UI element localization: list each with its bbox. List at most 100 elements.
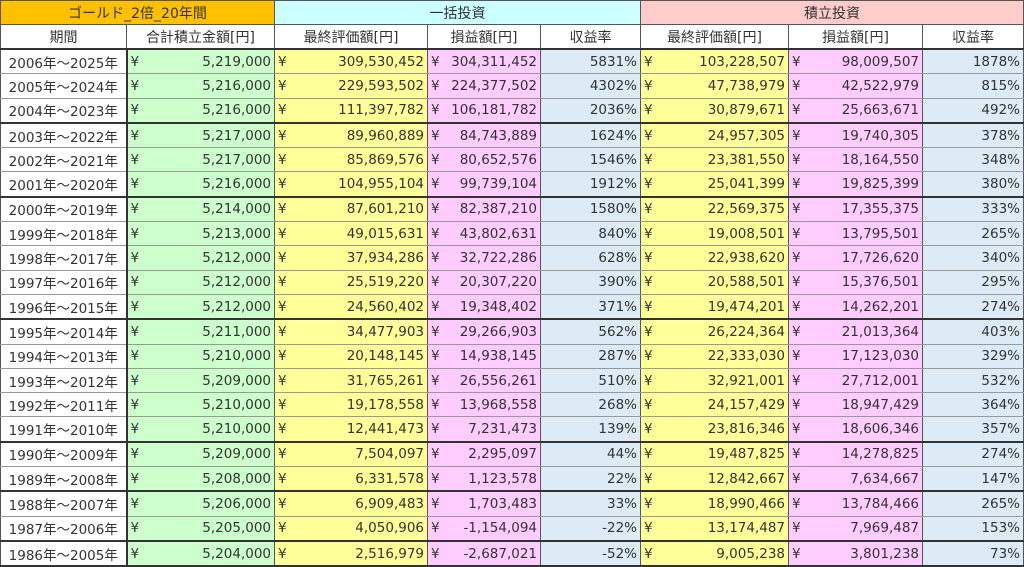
cell-dca-profit[interactable]: ¥18,164,550 — [788, 147, 924, 173]
cell-lump-final[interactable]: ¥85,869,576 — [274, 147, 429, 173]
cell-lump-final[interactable]: ¥2,516,979 — [274, 540, 429, 567]
cell-lump-rate[interactable]: 33% — [540, 490, 642, 517]
cell-lump-profit[interactable]: ¥29,266,903 — [427, 318, 542, 345]
cell-lump-rate[interactable]: 287% — [540, 343, 642, 369]
cell-dca-rate[interactable]: 348% — [922, 147, 1024, 173]
cell-total[interactable]: ¥5,210,000 — [125, 392, 276, 418]
cell-dca-final[interactable]: ¥19,008,501 — [640, 221, 790, 247]
cell-lump-profit[interactable]: ¥ -1,154,094 — [427, 515, 542, 542]
cell-period[interactable]: 1997年～2016年 — [0, 269, 128, 295]
cell-dca-profit[interactable]: ¥17,355,375 — [788, 196, 924, 223]
cell-dca-profit[interactable]: ¥21,013,364 — [788, 318, 924, 345]
cell-dca-final[interactable]: ¥24,157,429 — [640, 392, 790, 418]
cell-lump-profit[interactable]: ¥19,348,402 — [427, 293, 542, 321]
cell-lump-final[interactable]: ¥4,050,906 — [274, 515, 429, 542]
cell-period[interactable]: 1999年～2018年 — [0, 221, 128, 247]
cell-dca-final[interactable]: ¥18,990,466 — [640, 490, 790, 517]
cell-total[interactable]: ¥5,206,000 — [125, 490, 276, 517]
cell-dca-rate[interactable]: 340% — [922, 245, 1024, 271]
cell-total[interactable]: ¥5,216,000 — [125, 97, 276, 124]
cell-total[interactable]: ¥5,209,000 — [125, 367, 276, 394]
cell-dca-rate[interactable]: 274% — [922, 441, 1024, 468]
cell-lump-profit[interactable]: ¥2,295,097 — [427, 441, 542, 468]
cell-period[interactable]: 2000年～2019年 — [0, 196, 128, 223]
cell-lump-profit[interactable]: ¥80,652,576 — [427, 147, 542, 173]
cell-lump-profit[interactable]: ¥106,181,782 — [427, 97, 542, 124]
cell-total[interactable]: ¥5,208,000 — [125, 466, 276, 493]
cell-lump-final[interactable]: ¥49,015,631 — [274, 221, 429, 247]
cell-lump-rate[interactable]: 22% — [540, 466, 642, 493]
cell-dca-profit[interactable]: ¥19,740,305 — [788, 122, 924, 149]
cell-dca-profit[interactable]: ¥25,663,671 — [788, 97, 924, 124]
cell-dca-rate[interactable]: 73% — [922, 540, 1024, 567]
cell-dca-final[interactable]: ¥12,842,667 — [640, 466, 790, 493]
cell-total[interactable]: ¥5,204,000 — [125, 540, 276, 567]
cell-dca-final[interactable]: ¥13,174,487 — [640, 515, 790, 542]
cell-dca-rate[interactable]: 403% — [922, 318, 1024, 345]
cell-dca-final[interactable]: ¥30,879,671 — [640, 97, 790, 124]
cell-dca-profit[interactable]: ¥14,262,201 — [788, 293, 924, 321]
cell-dca-final[interactable]: ¥23,381,550 — [640, 147, 790, 173]
cell-period[interactable]: 1987年～2006年 — [0, 515, 128, 542]
cell-lump-rate[interactable]: 1580% — [540, 196, 642, 223]
cell-total[interactable]: ¥5,212,000 — [125, 245, 276, 271]
cell-lump-profit[interactable]: ¥20,307,220 — [427, 269, 542, 295]
cell-total[interactable]: ¥5,212,000 — [125, 293, 276, 321]
cell-dca-final[interactable]: ¥103,228,507 — [640, 48, 790, 75]
cell-dca-rate[interactable]: 265% — [922, 490, 1024, 517]
cell-total[interactable]: ¥5,217,000 — [125, 147, 276, 173]
cell-dca-rate[interactable]: 357% — [922, 416, 1024, 443]
cell-lump-final[interactable]: ¥31,765,261 — [274, 367, 429, 394]
cell-dca-final[interactable]: ¥47,738,979 — [640, 73, 790, 99]
cell-lump-rate[interactable]: 4302% — [540, 73, 642, 99]
cell-dca-final[interactable]: ¥23,816,346 — [640, 416, 790, 443]
cell-lump-profit[interactable]: ¥1,703,483 — [427, 490, 542, 517]
cell-lump-profit[interactable]: ¥304,311,452 — [427, 48, 542, 75]
cell-dca-final[interactable]: ¥22,938,620 — [640, 245, 790, 271]
cell-dca-rate[interactable]: 1878% — [922, 48, 1024, 75]
cell-dca-final[interactable]: ¥26,224,364 — [640, 318, 790, 345]
cell-total[interactable]: ¥5,214,000 — [125, 196, 276, 223]
cell-dca-rate[interactable]: 815% — [922, 73, 1024, 99]
cell-lump-profit[interactable]: ¥84,743,889 — [427, 122, 542, 149]
cell-lump-rate[interactable]: 390% — [540, 269, 642, 295]
cell-period[interactable]: 2004年～2023年 — [0, 97, 128, 124]
cell-lump-rate[interactable]: 510% — [540, 367, 642, 394]
cell-lump-rate[interactable]: 628% — [540, 245, 642, 271]
cell-lump-final[interactable]: ¥20,148,145 — [274, 343, 429, 369]
cell-lump-rate[interactable]: -52% — [540, 540, 642, 567]
cell-period[interactable]: 1989年～2008年 — [0, 466, 128, 493]
cell-dca-profit[interactable]: ¥15,376,501 — [788, 269, 924, 295]
cell-dca-final[interactable]: ¥32,921,001 — [640, 367, 790, 394]
cell-lump-rate[interactable]: 44% — [540, 441, 642, 468]
cell-lump-final[interactable]: ¥229,593,502 — [274, 73, 429, 99]
cell-dca-rate[interactable]: 329% — [922, 343, 1024, 369]
cell-period[interactable]: 1990年～2009年 — [0, 441, 128, 468]
cell-total[interactable]: ¥5,210,000 — [125, 343, 276, 369]
cell-dca-rate[interactable]: 295% — [922, 269, 1024, 295]
cell-dca-final[interactable]: ¥24,957,305 — [640, 122, 790, 149]
cell-period[interactable]: 2005年～2024年 — [0, 73, 128, 99]
cell-lump-rate[interactable]: 1546% — [540, 147, 642, 173]
cell-total[interactable]: ¥5,216,000 — [125, 73, 276, 99]
cell-dca-rate[interactable]: 274% — [922, 293, 1024, 321]
cell-lump-final[interactable]: ¥6,909,483 — [274, 490, 429, 517]
cell-lump-final[interactable]: ¥19,178,558 — [274, 392, 429, 418]
cell-lump-rate[interactable]: 840% — [540, 221, 642, 247]
cell-dca-rate[interactable]: 378% — [922, 122, 1024, 149]
cell-period[interactable]: 1988年～2007年 — [0, 490, 128, 517]
cell-dca-rate[interactable]: 265% — [922, 221, 1024, 247]
cell-dca-rate[interactable]: 532% — [922, 367, 1024, 394]
cell-lump-profit[interactable]: ¥14,938,145 — [427, 343, 542, 369]
cell-dca-profit[interactable]: ¥7,969,487 — [788, 515, 924, 542]
cell-lump-profit[interactable]: ¥13,968,558 — [427, 392, 542, 418]
cell-lump-final[interactable]: ¥37,934,286 — [274, 245, 429, 271]
cell-dca-profit[interactable]: ¥13,795,501 — [788, 221, 924, 247]
cell-lump-profit[interactable]: ¥224,377,502 — [427, 73, 542, 99]
cell-dca-final[interactable]: ¥19,474,201 — [640, 293, 790, 321]
cell-lump-final[interactable]: ¥309,530,452 — [274, 48, 429, 75]
cell-total[interactable]: ¥5,212,000 — [125, 269, 276, 295]
cell-dca-final[interactable]: ¥22,569,375 — [640, 196, 790, 223]
cell-dca-profit[interactable]: ¥14,278,825 — [788, 441, 924, 468]
cell-lump-final[interactable]: ¥34,477,903 — [274, 318, 429, 345]
